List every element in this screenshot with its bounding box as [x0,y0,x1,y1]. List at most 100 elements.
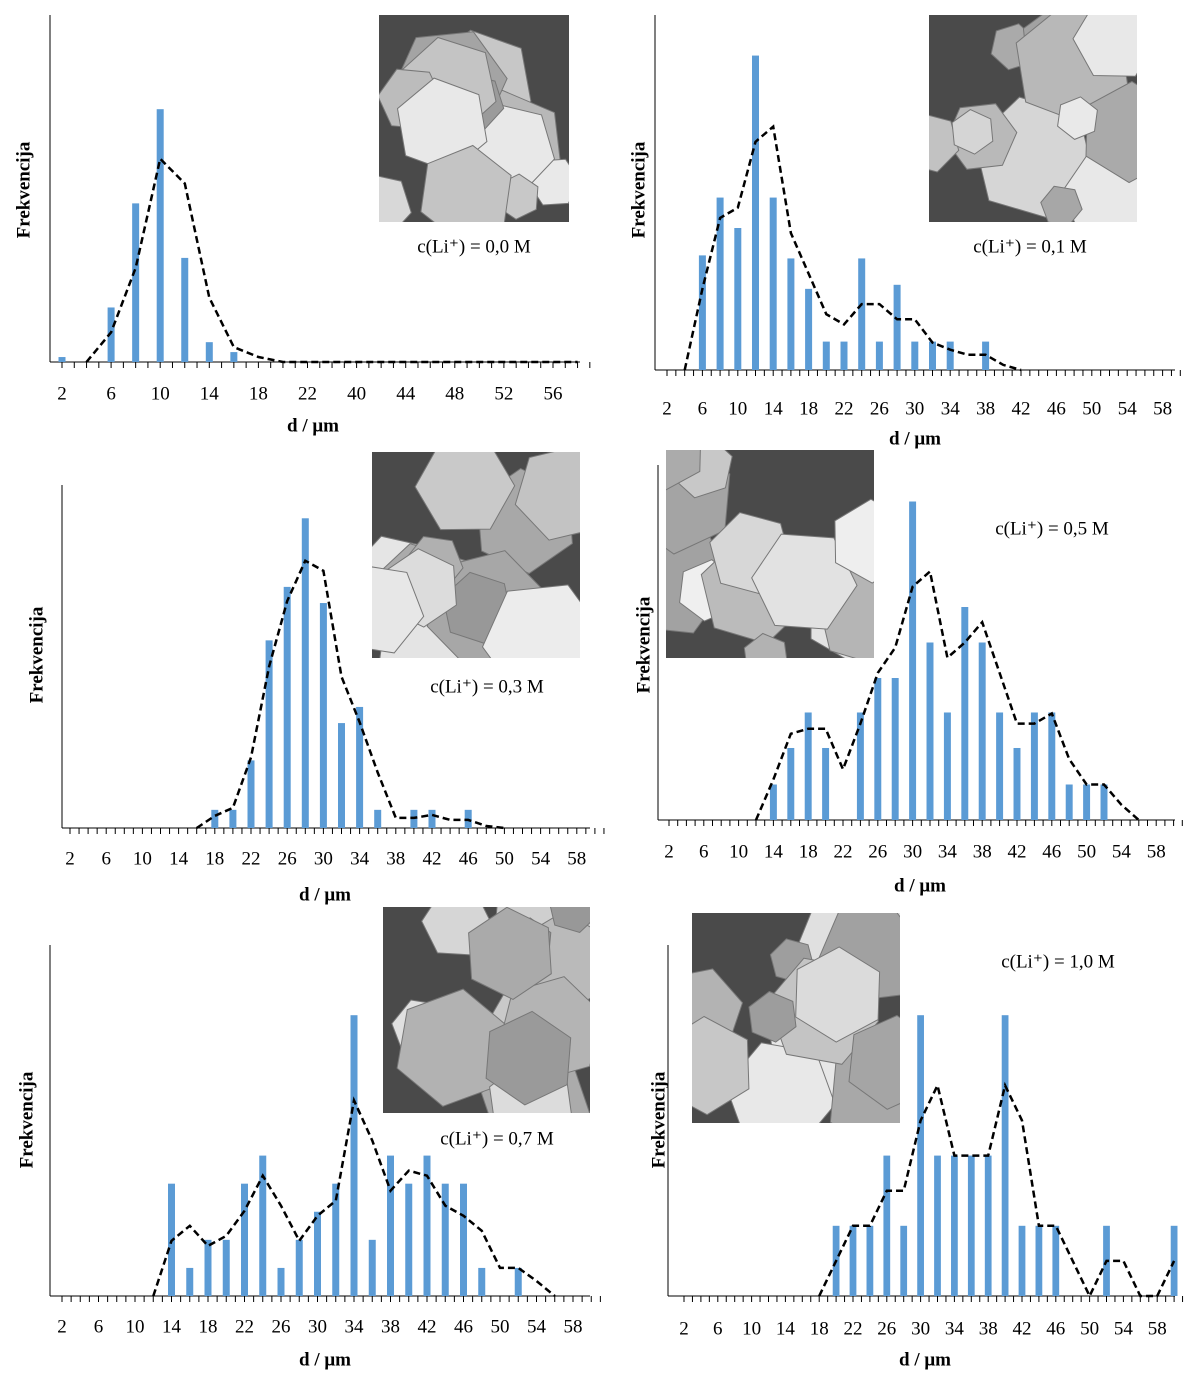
x-tick-label: 6 [94,1316,104,1337]
x-tick-label: 10 [133,848,152,869]
x-tick-label: 46 [459,848,478,869]
annotation: c(Li⁺) = 0,7 M [440,1128,554,1149]
x-tick-label: 14 [764,841,784,862]
crystal [485,1010,572,1106]
bar [301,518,309,828]
bar [804,712,812,820]
crystal [1057,96,1098,140]
crystal [748,990,797,1043]
x-tick-label: 54 [1114,1318,1134,1339]
panel: c(Li⁺) = 1,0 M2 6 10 14 18 22 26 30 34 38 42 46 50 54… [648,913,1184,1370]
bar [374,809,382,828]
x-tick-label: 10 [151,383,170,404]
x-tick-label: 54 [1112,841,1132,862]
x-axis-label: d / μm [889,428,941,449]
x-tick-label: 56 [544,383,563,404]
x-tick-label: 50 [491,1316,510,1337]
y-axis-label: Frekvencija [26,606,47,703]
bar [875,341,883,370]
annotation: c(Li⁺) = 0,0 M [417,236,531,257]
crystal [1040,185,1083,222]
x-axis-label: d / μm [894,875,946,896]
bar [204,1239,212,1296]
y-axis-label: Frekvencija [633,596,654,693]
x-tick-label: 22 [835,398,854,419]
x-tick-label: 46 [1046,1318,1065,1339]
bar [356,706,364,828]
bar [978,642,986,820]
x-tick-label: 46 [1042,841,1061,862]
bar [769,197,777,370]
x-tick-label: 6 [713,1318,723,1339]
x-tick-label: 22 [834,841,853,862]
panel: c(Li⁺) = 0,7 M2 6 10 14 18 22 26 30 34 38 42 46 50 54… [16,907,601,1370]
bar [900,1225,908,1296]
x-tick-label: 34 [938,841,958,862]
crystal [929,114,960,173]
bar [332,1183,340,1296]
x-tick-label: 46 [1047,398,1066,419]
x-tick-label: 26 [868,841,887,862]
bar [211,809,219,828]
crystal [692,1015,750,1116]
bar [934,1155,941,1296]
x-tick-label: 18 [205,848,224,869]
bar [769,784,777,820]
bar [156,109,164,362]
crystal [372,566,425,654]
x-tick-label: 42 [1008,841,1027,862]
bar [822,341,830,370]
bar [856,712,864,820]
crystal [951,109,994,155]
x-tick-label: 6 [101,848,111,869]
bar [909,501,917,820]
bar [891,678,899,820]
x-tick-label: 18 [799,841,818,862]
x-tick-label: 26 [278,848,297,869]
x-tick-label: 48 [445,383,464,404]
x-tick-label: 2 [664,841,674,862]
x-tick-label: 6 [698,398,708,419]
micrograph [372,452,580,658]
bar [984,1155,992,1296]
x-tick-label: 42 [423,848,442,869]
x-tick-label: 2 [662,398,672,419]
x-tick-label: 46 [454,1316,473,1337]
x-tick-label: 58 [567,848,586,869]
panel: c(Li⁺) = 0,3 M2 6 10 14 18 22 26 30 34 38 42 46 50 54… [26,452,605,905]
bar [967,1155,975,1296]
bar [186,1267,194,1296]
x-tick-label: 22 [298,383,317,404]
bar [283,586,291,828]
bar [787,747,795,820]
trend-line [754,569,1140,821]
x-tick-label: 30 [903,841,922,862]
x-tick-label: 18 [799,398,818,419]
crystal [481,584,580,658]
bar [428,809,436,828]
bar [951,1155,958,1296]
bar [247,760,255,828]
x-tick-label: 26 [870,398,889,419]
x-tick-label: 14 [169,848,189,869]
crystal [1085,80,1137,184]
x-tick-label: 50 [1077,841,1096,862]
y-axis-label: Frekvencija [648,1071,669,1168]
y-axis-label: Frekvencija [13,141,34,238]
x-tick-label: 14 [764,398,784,419]
bar [514,1267,522,1296]
micrograph [666,450,874,658]
micrograph [929,15,1137,222]
x-tick-label: 54 [1118,398,1138,419]
panel: c(Li⁺) = 0,5 M2 6 10 14 18 22 26 30 34 38 42 46 50 54… [633,450,1183,896]
annotation: c(Li⁺) = 0,3 M [430,676,544,697]
x-tick-label: 10 [126,1316,145,1337]
bar [698,255,706,370]
bar [222,1239,230,1296]
x-tick-label: 42 [1013,1318,1032,1339]
x-tick-label: 58 [1148,1318,1167,1339]
bar [478,1267,486,1296]
x-tick-label: 2 [65,848,75,869]
bar [181,257,189,362]
